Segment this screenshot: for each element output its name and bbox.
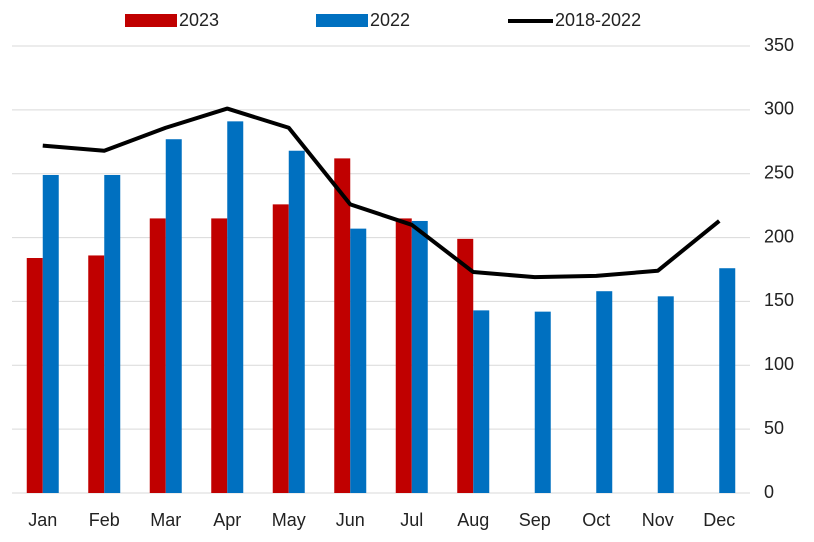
- bar: [104, 174, 121, 493]
- x-tick-label: Nov: [642, 510, 674, 530]
- x-tick-label: Sep: [519, 510, 551, 530]
- bar: [534, 311, 551, 493]
- bar: [42, 174, 59, 493]
- bar: [149, 218, 166, 493]
- x-tick-label: Jul: [400, 510, 423, 530]
- x-tick-label: Aug: [457, 510, 489, 530]
- y-tick-label: 350: [764, 35, 794, 55]
- legend-swatch: [316, 14, 368, 27]
- y-tick-label: 100: [764, 354, 794, 374]
- bar: [473, 310, 490, 493]
- y-tick-label: 300: [764, 99, 794, 119]
- y-tick-label: 150: [764, 290, 794, 310]
- x-tick-label: May: [272, 510, 306, 530]
- bar: [26, 258, 43, 493]
- bar: [288, 150, 305, 493]
- y-tick-label: 200: [764, 226, 794, 246]
- bar: [657, 296, 674, 493]
- bar: [596, 291, 613, 493]
- bar: [395, 218, 412, 493]
- bar: [227, 121, 244, 493]
- legend-swatch: [125, 14, 177, 27]
- line: [42, 106, 721, 280]
- bar: [350, 228, 367, 494]
- x-tick-label: Mar: [150, 510, 181, 530]
- bar: [272, 204, 289, 493]
- x-tick-label: Dec: [703, 510, 735, 530]
- legend-label: 2023: [179, 10, 219, 30]
- x-tick-label: Oct: [582, 510, 610, 530]
- bar: [165, 139, 182, 493]
- x-tick-label: Jun: [336, 510, 365, 530]
- x-tick-label: Jan: [28, 510, 57, 530]
- legend-label: 2022: [370, 10, 410, 30]
- bar: [411, 220, 428, 493]
- y-tick-label: 0: [764, 482, 774, 502]
- x-tick-label: Feb: [89, 510, 120, 530]
- bar: [719, 268, 736, 493]
- bar: [334, 158, 351, 494]
- bar: [457, 238, 474, 493]
- x-tick-label: Apr: [213, 510, 241, 530]
- bar: [211, 218, 228, 493]
- y-tick-label: 250: [764, 162, 794, 182]
- legend-label: 2018-2022: [555, 10, 641, 30]
- bar: [88, 255, 105, 493]
- y-tick-label: 50: [764, 418, 784, 438]
